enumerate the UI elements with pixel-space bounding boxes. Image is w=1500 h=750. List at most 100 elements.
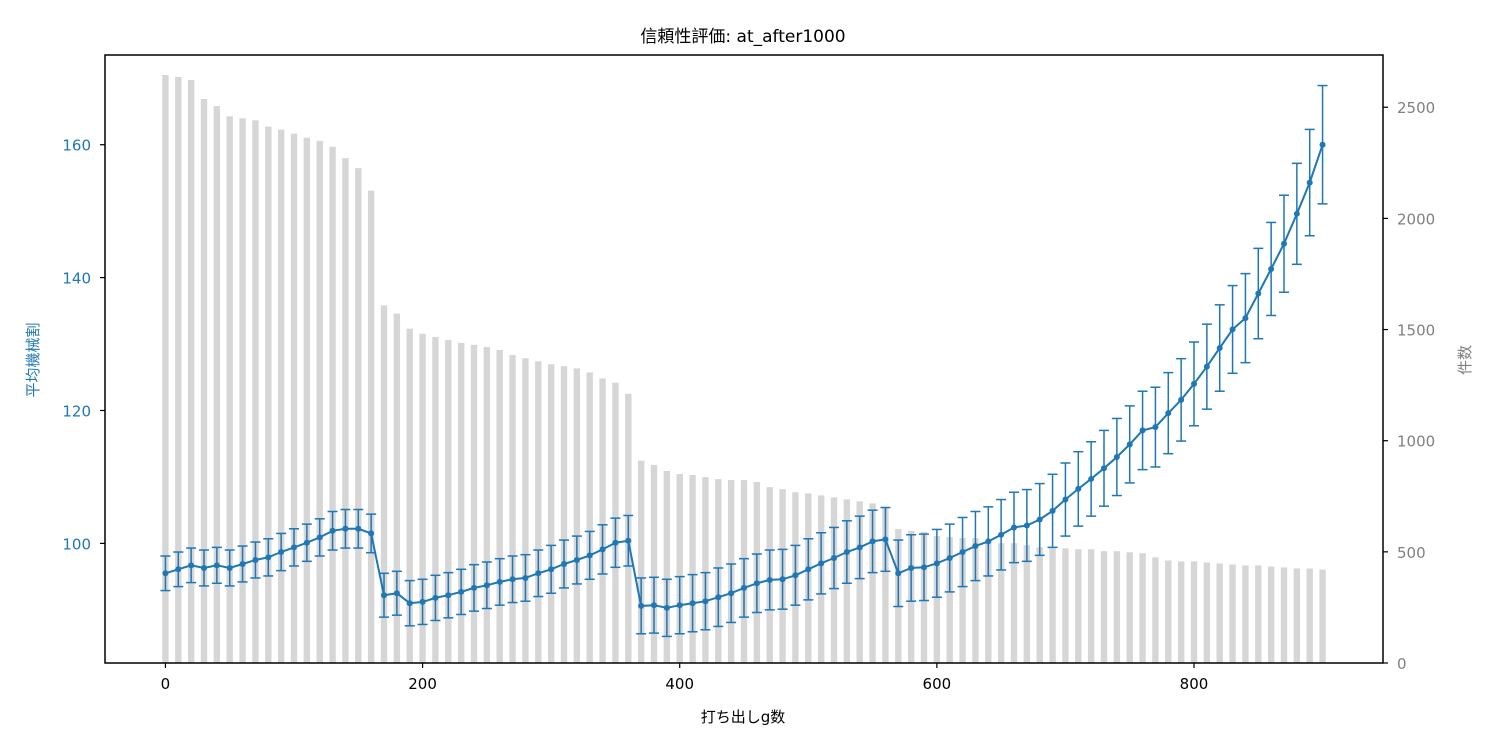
data-point [239,560,246,567]
count-bar [1229,564,1236,663]
count-bar [1203,562,1211,663]
data-point [805,566,812,573]
data-point [406,600,413,607]
data-point [1203,363,1210,370]
x-tick-label: 800 [1180,675,1209,693]
count-bar [329,146,336,663]
data-point [908,564,915,571]
count-bar [573,368,581,663]
data-point [651,602,657,609]
count-bar [200,99,208,663]
data-point [368,530,375,537]
count-bar [1087,549,1095,663]
data-point [419,598,426,605]
count-bar [560,366,568,663]
right-tick-label: 500 [1397,544,1426,562]
count-bar [702,477,709,663]
count-bar [522,358,529,663]
count-bar [933,536,941,663]
count-bar [1049,548,1056,663]
count-bar [470,344,478,663]
data-point [831,555,837,562]
data-point [316,534,323,541]
data-point [1268,265,1275,272]
data-point [393,590,400,597]
data-point [625,537,632,544]
count-bar [599,378,606,663]
data-point [1126,441,1133,448]
x-tick-label: 200 [408,675,437,693]
count-bar [1075,549,1082,663]
data-point [1178,396,1185,403]
count-bar [1306,568,1313,663]
count-bar [355,168,362,663]
left-axis-ticks: 100 120 140 160 [62,137,105,553]
count-bar [380,305,388,663]
count-bar [1293,568,1301,663]
data-point [599,546,606,553]
data-point [1023,522,1030,529]
count-bar [432,336,439,663]
count-bar [959,538,966,663]
count-bar [303,137,311,663]
count-bar [1126,552,1133,663]
data-point [702,598,709,605]
count-bar [1113,551,1121,663]
count-bar [689,474,696,663]
x-tick-label: 400 [665,675,694,693]
left-tick-label: 160 [62,137,91,155]
data-point [329,527,336,534]
count-bar [535,361,542,663]
right-tick-label: 0 [1397,655,1407,673]
count-bar [869,503,876,663]
count-bar [496,349,503,663]
count-bar [445,339,452,663]
data-point [895,570,902,577]
data-point [689,600,696,607]
count-bar [509,355,516,663]
data-point [638,602,645,609]
data-point [1191,380,1197,387]
count-bar [175,77,182,663]
data-point [471,584,477,591]
count-bar [663,470,671,663]
data-point [728,590,735,597]
right-tick-label: 1500 [1397,322,1435,340]
count-bar [162,75,169,663]
count-bar [1165,560,1172,663]
data-point [535,570,542,577]
data-point [1036,516,1043,523]
data-point [483,582,490,589]
x-axis-ticks: 0 200 400 600 800 [161,663,1209,693]
count-bar [1177,561,1185,663]
data-point [278,549,285,556]
data-point [1011,524,1017,531]
count-bar [1280,567,1288,663]
count-bar [1152,557,1159,663]
count-bar [419,333,426,663]
data-point [303,539,310,546]
data-point [201,564,207,571]
data-point [766,576,773,583]
data-point [921,564,927,571]
x-tick-label: 0 [161,675,171,693]
data-point [252,557,259,564]
data-point [1088,475,1095,482]
data-point [342,525,349,532]
chart-title: 信頼性評価: at_after1000 [640,27,845,47]
count-bar [265,126,272,663]
data-point [1293,210,1300,217]
x-axis-label: 打ち出しg数 [701,708,786,726]
count-bar [316,140,323,663]
count-bar [252,120,259,663]
data-point [188,562,195,569]
mean-payout-markers [162,141,1326,611]
data-point [998,531,1005,538]
data-point [458,588,465,595]
count-bar [213,106,221,663]
data-point [573,557,580,564]
data-point [1216,345,1223,352]
right-tick-label: 1000 [1397,433,1435,451]
count-bar [650,464,658,663]
left-tick-label: 140 [62,270,91,288]
